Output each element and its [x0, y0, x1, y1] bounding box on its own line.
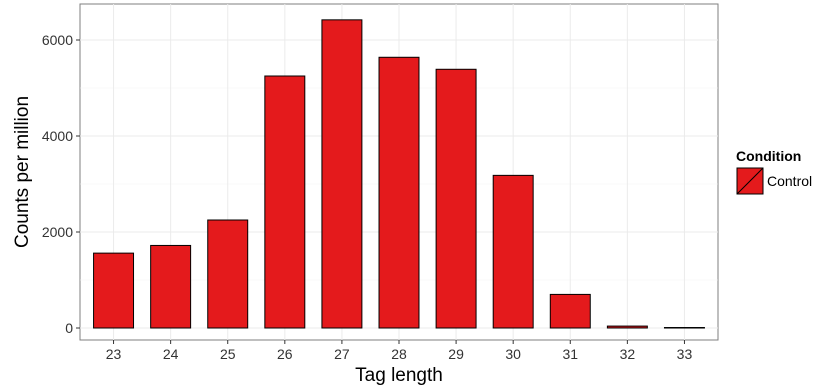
y-tick-label: 2000: [42, 224, 73, 240]
x-tick-label-31: 31: [562, 346, 578, 362]
x-axis: 23 24 25 26 27 28 29 30 31 32 33: [106, 340, 693, 362]
x-tick-label-28: 28: [391, 346, 407, 362]
bar-27: [322, 20, 362, 328]
y-tick-label: 4000: [42, 128, 73, 144]
y-tick-label: 0: [65, 320, 73, 336]
x-tick-label-32: 32: [620, 346, 636, 362]
x-tick-label-27: 27: [334, 346, 350, 362]
bar-30: [493, 175, 533, 328]
bar-33: [664, 328, 704, 329]
bar-25: [208, 220, 248, 328]
legend-label-control: Control: [767, 173, 812, 189]
bar-32: [607, 326, 647, 328]
x-tick-label-30: 30: [505, 346, 521, 362]
y-tick-label: 6000: [42, 32, 73, 48]
x-tick-label-24: 24: [163, 346, 179, 362]
x-tick-label-23: 23: [106, 346, 122, 362]
x-tick-label-25: 25: [220, 346, 236, 362]
x-axis-title: Tag length: [355, 365, 443, 386]
bar-26: [265, 76, 305, 328]
x-tick-label-33: 33: [677, 346, 693, 362]
bar-31: [550, 294, 590, 328]
y-axis-title: Counts per million: [12, 96, 33, 248]
x-tick-label-26: 26: [277, 346, 293, 362]
bar-29: [436, 69, 476, 328]
bar-24: [151, 245, 191, 328]
x-tick-label-29: 29: [448, 346, 464, 362]
bar-23: [94, 253, 134, 328]
legend: Condition Control: [736, 148, 812, 194]
legend-title: Condition: [736, 148, 801, 164]
y-axis: 0 2000 4000 6000: [42, 32, 80, 336]
bar-28: [379, 57, 419, 328]
